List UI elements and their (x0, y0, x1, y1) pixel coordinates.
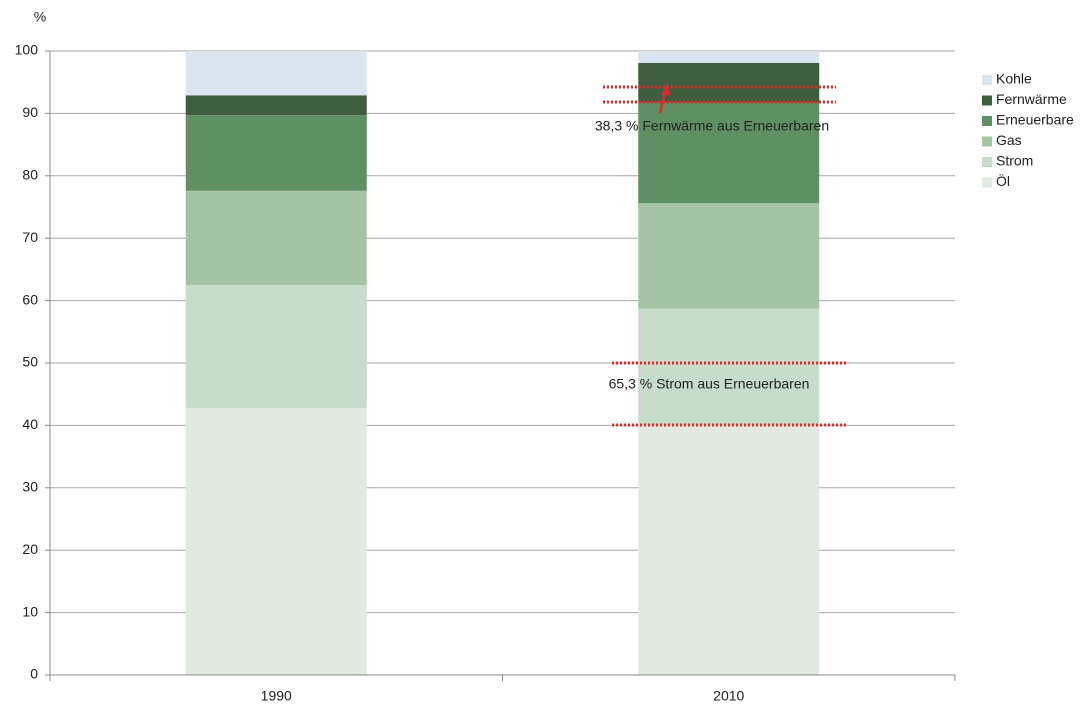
y-tick-label: 80 (22, 167, 38, 183)
bar-segment (638, 308, 820, 426)
bar-segment (638, 102, 820, 204)
y-tick-label: 70 (22, 229, 38, 245)
bar-segment (185, 51, 367, 96)
legend-swatch (982, 116, 992, 126)
y-tick-label: 50 (22, 354, 38, 370)
bar-segment (185, 115, 367, 191)
legend-label: Erneuerbare (996, 112, 1074, 128)
y-tick-label: 0 (30, 666, 38, 682)
bar-segment (185, 190, 367, 285)
legend-swatch (982, 75, 992, 85)
y-tick-label: 20 (22, 541, 38, 557)
legend-label: Kohle (996, 71, 1032, 87)
x-tick-label: 2010 (713, 688, 744, 704)
legend-label: Strom (996, 153, 1033, 169)
legend-label: Öl (996, 172, 1010, 189)
bar-segment (638, 203, 820, 309)
bar-segment (638, 62, 820, 103)
bar-segment (185, 285, 367, 408)
y-tick-label: 30 (22, 479, 38, 495)
legend-label: Gas (996, 132, 1022, 148)
plot: 0 10 20 30 40 50 60 70 80 90 100 1990 2010 Öl Strom Gas… (15, 42, 1074, 704)
y-tick-label: 10 (22, 603, 38, 619)
annotations: 38,3 % Fernwärme aus Erneuerbaren 65,3 %… (595, 84, 846, 427)
y-tick-label: 90 (22, 104, 38, 120)
bar-segment (638, 425, 820, 675)
legend-swatch (982, 95, 992, 106)
bar-segment (185, 95, 367, 116)
annotation-arrowhead (661, 84, 670, 95)
annotation: 38,3 % Fernwärme aus Erneuerbaren (595, 118, 829, 134)
bar-segment (638, 51, 820, 63)
y-tick-label: 40 (22, 416, 38, 432)
y-axis-label: % (34, 9, 46, 25)
legend-swatch (982, 177, 992, 188)
y-tick-label: 60 (22, 291, 38, 307)
legend-swatch (982, 136, 992, 147)
legend-label: Fernwärme (996, 91, 1067, 107)
bar-segment (185, 407, 367, 675)
x-tick-label: 1990 (261, 688, 292, 704)
annotation: 65,3 % Strom aus Erneuerbaren (609, 376, 810, 392)
y-tick-label: 100 (15, 42, 39, 58)
legend-swatch (982, 157, 992, 167)
